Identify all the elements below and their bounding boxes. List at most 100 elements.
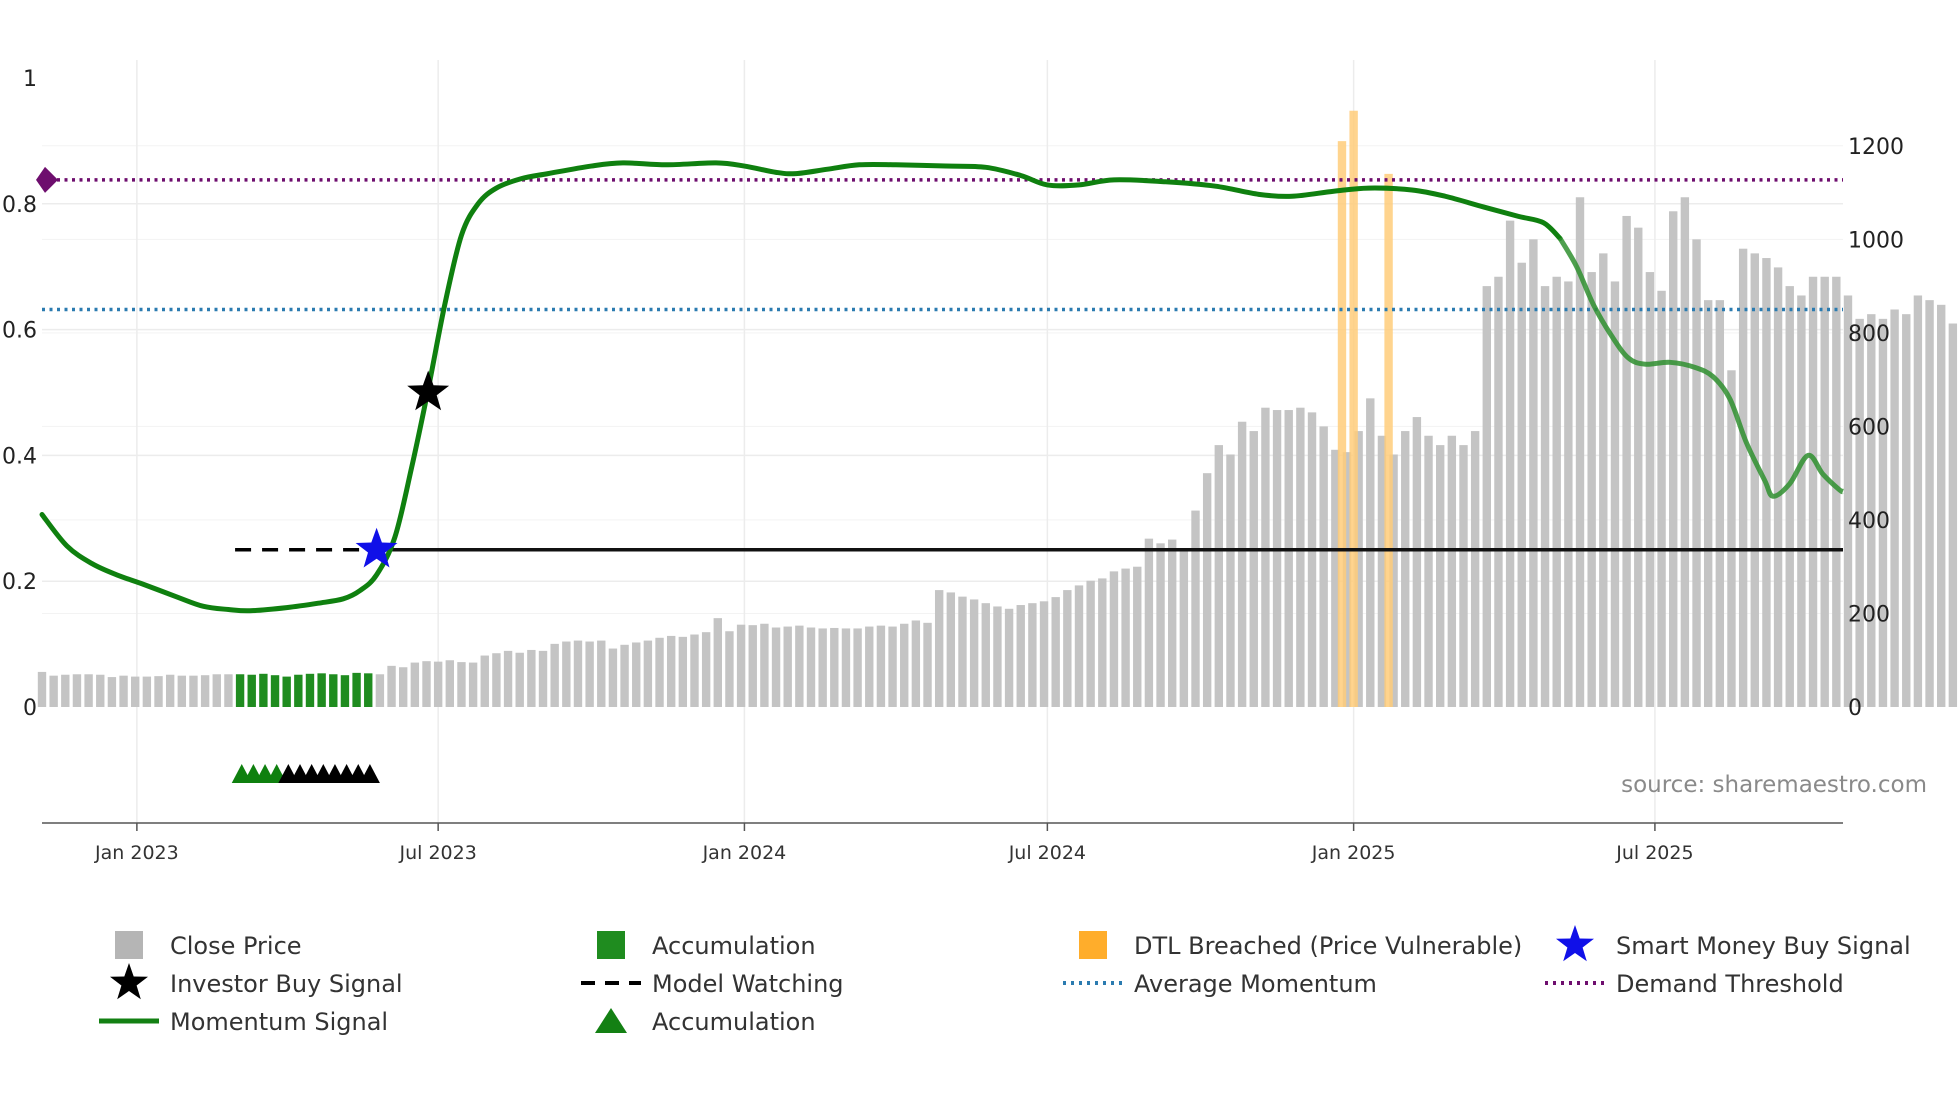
close-price-bar xyxy=(1156,543,1165,707)
close-price-bars xyxy=(37,110,1958,708)
close-price-bar xyxy=(1692,239,1701,707)
close-price-bar xyxy=(1669,211,1678,707)
dtl-breached-bar xyxy=(1349,110,1358,707)
close-price-bar xyxy=(1913,295,1923,707)
close-price-bar xyxy=(1820,276,1829,707)
left-tick-label: 1 xyxy=(23,67,37,92)
close-price-bar xyxy=(1575,197,1585,707)
close-price-bar xyxy=(1401,431,1410,707)
close-price-bar xyxy=(1086,580,1095,707)
close-price-bar xyxy=(1202,473,1212,707)
legend-swatch xyxy=(1079,931,1107,959)
close-price-bar xyxy=(806,627,816,707)
close-price-bar xyxy=(1377,435,1387,707)
legend-swatch xyxy=(597,931,625,959)
close-price-bar xyxy=(1517,262,1526,707)
close-price-bar xyxy=(1948,323,1958,707)
close-price-bar xyxy=(1925,300,1934,707)
close-price-bar xyxy=(399,667,408,707)
close-price-bar xyxy=(853,628,862,707)
close-price-bar xyxy=(1587,272,1596,707)
close-price-bar xyxy=(958,596,967,707)
x-tick-label: Jan 2024 xyxy=(702,842,787,864)
legend-swatch xyxy=(115,931,143,959)
close-price-bar xyxy=(934,590,944,707)
close-price-bar xyxy=(1529,239,1538,707)
close-price-bar xyxy=(1634,227,1643,707)
close-price-bar xyxy=(422,661,431,707)
legend-label: Smart Money Buy Signal xyxy=(1616,932,1911,960)
close-price-bar xyxy=(1552,276,1561,707)
axes: 0 0.2 0.4 0.6 0.8 1 0 200 400 600 800 1000 1200 Jan 2… xyxy=(2,67,1904,864)
legend-item: DTL Breached (Price Vulnerable) xyxy=(1079,931,1522,960)
close-price-bar xyxy=(1004,608,1014,707)
close-price-bar xyxy=(72,674,82,707)
close-price-bar xyxy=(841,628,851,707)
close-price-bar xyxy=(1657,290,1666,707)
accumulation-bar xyxy=(270,675,280,707)
legend-label: Close Price xyxy=(170,932,302,960)
accumulation-bar xyxy=(352,672,361,707)
close-price-bar xyxy=(1727,370,1736,707)
close-price-bar xyxy=(119,675,128,707)
close-price-bar xyxy=(1028,603,1037,707)
close-price-bar xyxy=(1074,585,1084,707)
close-price-bar xyxy=(736,624,746,707)
legend-label: Demand Threshold xyxy=(1616,970,1844,998)
right-tick-label: 0 xyxy=(1848,696,1862,721)
close-price-bar xyxy=(131,676,140,707)
close-price-bar xyxy=(690,634,699,707)
close-price-bar xyxy=(1261,407,1270,707)
dtl-breached-bar xyxy=(1384,173,1393,708)
close-price-bar xyxy=(433,661,443,707)
close-price-bar xyxy=(468,662,478,707)
close-price-bar xyxy=(1773,267,1783,707)
close-price-bar xyxy=(61,674,70,707)
close-price-bar xyxy=(503,650,513,707)
close-price-bar xyxy=(177,675,187,707)
legend-star-icon xyxy=(1556,925,1594,962)
left-tick-label: 0 xyxy=(23,696,37,721)
close-price-bar xyxy=(760,623,769,707)
legend-triangle-icon xyxy=(595,1008,627,1033)
x-tick-label: Jan 2025 xyxy=(1311,842,1396,864)
close-price-bar xyxy=(830,627,839,707)
close-price-bar xyxy=(375,674,385,707)
close-price-bar xyxy=(1505,220,1515,707)
close-price-bar xyxy=(1715,300,1725,707)
close-price-bar xyxy=(562,641,571,707)
close-price-bar xyxy=(1144,538,1154,707)
close-price-bar xyxy=(165,674,175,707)
right-tick-label: 600 xyxy=(1848,415,1890,440)
close-price-bar xyxy=(1843,295,1853,707)
close-price-bar xyxy=(1168,539,1177,707)
legend-label: Accumulation xyxy=(652,1008,816,1036)
accumulation-bar xyxy=(340,675,350,707)
close-price-bar xyxy=(1785,286,1794,707)
close-price-bar xyxy=(1902,314,1911,707)
close-price-bar xyxy=(1284,410,1293,707)
legend: Close Price Accumulation DTL Breached (Pri… xyxy=(99,925,1911,1036)
close-price-bar xyxy=(1878,318,1888,707)
close-price-bar xyxy=(480,655,489,707)
close-price-bar xyxy=(771,627,781,707)
legend-item: Accumulation xyxy=(597,931,816,960)
close-price-bar xyxy=(1470,431,1480,707)
gridlines xyxy=(42,60,1843,823)
accumulation-bar xyxy=(329,674,338,707)
close-price-bar xyxy=(713,618,722,707)
close-price-bar xyxy=(678,636,688,707)
close-price-bar xyxy=(107,677,117,707)
x-tick-label: Jul 2025 xyxy=(1615,842,1693,864)
close-price-bar xyxy=(1937,304,1946,707)
legend-label: Average Momentum xyxy=(1134,970,1377,998)
close-price-bar xyxy=(224,674,233,707)
close-price-bar xyxy=(748,625,757,707)
left-tick-label: 0.6 xyxy=(2,319,37,344)
close-price-bar xyxy=(84,674,93,707)
close-price-bar xyxy=(1191,510,1200,707)
close-price-bar xyxy=(387,665,396,707)
legend-item: Average Momentum xyxy=(1063,970,1377,998)
legend-item: Smart Money Buy Signal xyxy=(1556,925,1911,962)
close-price-bar xyxy=(1133,566,1142,707)
